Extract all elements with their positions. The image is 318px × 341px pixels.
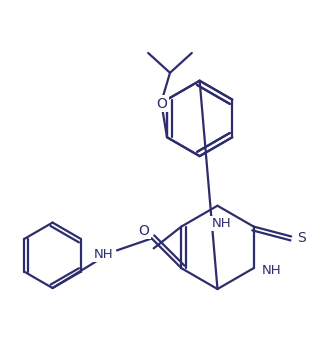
- Text: NH: NH: [93, 248, 113, 261]
- Text: NH: NH: [262, 264, 281, 277]
- Text: NH: NH: [212, 217, 231, 230]
- Text: O: O: [157, 97, 168, 110]
- Text: S: S: [297, 232, 306, 246]
- Text: O: O: [138, 223, 149, 238]
